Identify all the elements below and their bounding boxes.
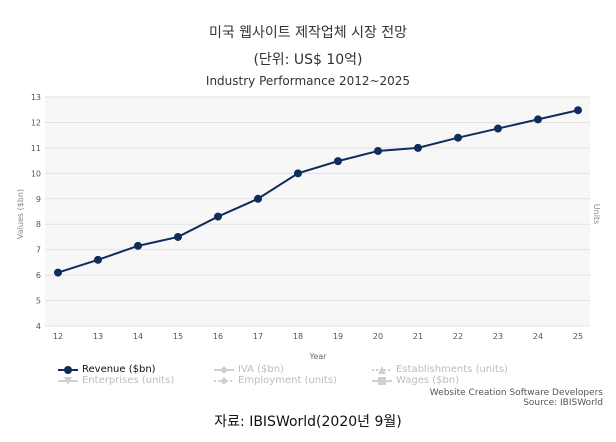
x-axis-label: Year — [309, 352, 328, 361]
page-title: 미국 웹사이트 제작업체 시장 전망 — [208, 25, 408, 41]
x-tick-label: 20 — [373, 332, 383, 341]
legend-label: Establishments (units) — [396, 364, 508, 375]
x-tick-label: 17 — [253, 332, 263, 341]
revenue-data-point[interactable] — [574, 106, 582, 115]
y-tick-label: 5 — [36, 297, 41, 306]
revenue-data-point[interactable] — [374, 146, 382, 155]
secondary-y-axis-label: Units — [592, 204, 601, 224]
legend-label: Wages ($bn) — [396, 375, 460, 386]
x-tick-label: 16 — [213, 332, 223, 341]
revenue-data-point[interactable] — [334, 157, 342, 166]
revenue-data-point[interactable] — [454, 133, 462, 142]
legend-triangle-icon — [372, 365, 392, 374]
revenue-data-point[interactable] — [134, 241, 142, 250]
x-tick-label: 18 — [293, 332, 303, 341]
legend-item-revenue[interactable]: Revenue ($bn) — [58, 364, 156, 375]
x-tick-label: 12 — [53, 332, 63, 341]
x-tick-label: 14 — [133, 332, 143, 341]
y-tick-label: 7 — [36, 246, 41, 255]
revenue-data-point[interactable] — [254, 194, 262, 203]
y-tick-label: 4 — [36, 322, 41, 331]
revenue-data-point[interactable] — [94, 255, 102, 264]
unit-subtitle: (단위: US$ 10억) — [253, 52, 363, 68]
legend-diamond-icon — [214, 365, 234, 374]
y-tick-label: 9 — [36, 195, 41, 204]
revenue-series-line — [57, 109, 579, 274]
credit-source: Source: IBISWorld — [523, 398, 603, 408]
y-axis-label: Values ($bn) — [16, 189, 25, 239]
y-tick-label: 13 — [31, 93, 41, 102]
y-tick-label: 10 — [31, 169, 41, 178]
legend-label: Enterprises (units) — [82, 375, 175, 386]
legend-label: IVA ($bn) — [238, 364, 285, 375]
revenue-data-point[interactable] — [534, 115, 542, 124]
revenue-data-point[interactable] — [294, 169, 302, 178]
legend-item-enterprises[interactable]: Enterprises (units) — [58, 375, 174, 386]
legend-item-iva[interactable]: IVA ($bn) — [214, 364, 284, 375]
legend-item-wages[interactable]: Wages ($bn) — [372, 375, 459, 386]
legend-square-icon — [372, 376, 392, 385]
revenue-data-point[interactable] — [214, 212, 222, 221]
y-tick-label: 8 — [36, 220, 41, 229]
y-tick-label: 12 — [31, 118, 41, 127]
y-tick-label: 11 — [31, 144, 41, 153]
x-tick-label: 24 — [533, 332, 543, 341]
x-tick-label: 25 — [573, 332, 583, 341]
legend-diamond-icon — [214, 376, 234, 385]
legend-label: Revenue ($bn) — [82, 364, 156, 375]
legend-label: Employment (units) — [238, 375, 337, 386]
x-tick-label: 19 — [333, 332, 343, 341]
legend-item-establishments[interactable]: Establishments (units) — [372, 364, 508, 375]
x-tick-label: 15 — [173, 332, 183, 341]
legend-line-marker-icon — [58, 365, 78, 374]
revenue-data-point[interactable] — [54, 268, 62, 277]
y-tick-label: 6 — [36, 271, 41, 280]
legend-down-triangle-icon — [58, 376, 78, 385]
legend-item-employment[interactable]: Employment (units) — [214, 375, 337, 386]
x-tick-label: 21 — [413, 332, 423, 341]
revenue-data-point[interactable] — [414, 143, 422, 152]
x-tick-label: 13 — [93, 332, 103, 341]
plot-area — [45, 97, 590, 326]
source-caption: 자료: IBISWorld(2020년 9월) — [214, 414, 402, 430]
revenue-data-point[interactable] — [494, 124, 502, 133]
x-tick-label: 23 — [493, 332, 503, 341]
chart-title: Industry Performance 2012~2025 — [205, 74, 411, 88]
credit-industry: Website Creation Software Developers — [429, 388, 603, 398]
x-tick-label: 22 — [453, 332, 463, 341]
revenue-data-point[interactable] — [174, 232, 182, 241]
